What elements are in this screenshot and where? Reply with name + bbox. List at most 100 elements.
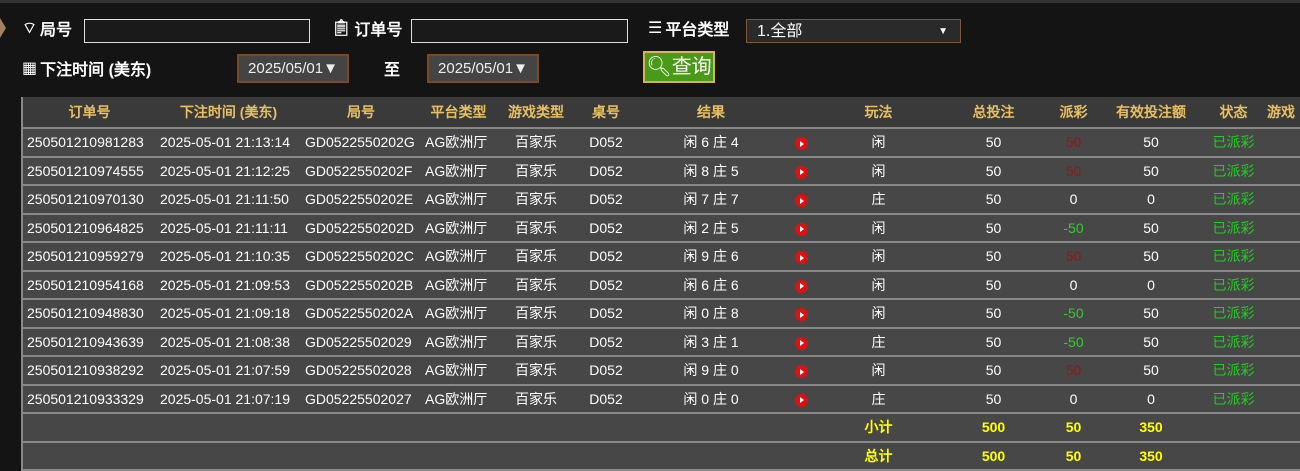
cell: 50	[1046, 242, 1101, 272]
platform-select[interactable]: 1.全部 ▼	[746, 19, 961, 43]
query-button[interactable]: 🔍︎查询	[643, 51, 715, 83]
date-from-picker[interactable]: 2025/05/01▼	[237, 54, 349, 83]
grand_total-row: 总计 500 50 350	[22, 441, 1300, 471]
cell: 已派彩	[1201, 242, 1266, 272]
cell: AG欧洲厅	[421, 299, 496, 329]
video-replay-button[interactable]	[786, 156, 816, 186]
video-replay-button[interactable]	[786, 356, 816, 386]
cell: 250501210974555	[22, 156, 156, 186]
cell: 总计	[816, 441, 941, 471]
cell	[156, 413, 301, 443]
cell: 2025-05-01 21:13:14	[156, 128, 301, 158]
cell: 50	[941, 242, 1046, 272]
cell: 闲 9 庄 6	[636, 242, 786, 272]
play-icon[interactable]	[794, 308, 808, 322]
cell	[496, 413, 576, 443]
cell: GD05225502027	[301, 384, 421, 414]
video-replay-button[interactable]	[786, 270, 816, 300]
date-to-picker[interactable]: 2025/05/01▼	[427, 54, 539, 83]
video-replay-button[interactable]	[786, 384, 816, 414]
cell	[421, 413, 496, 443]
cell: 50	[1101, 356, 1201, 386]
column-header: 订单号	[22, 97, 156, 129]
cell: 50	[1101, 213, 1201, 243]
tag-icon: ⌔	[22, 20, 38, 37]
cell: 50	[1046, 128, 1101, 158]
play-icon[interactable]	[794, 194, 808, 208]
cell: 2025-05-01 21:09:18	[156, 299, 301, 329]
cell: 百家乐	[496, 270, 576, 300]
video-replay-button[interactable]	[786, 213, 816, 243]
cell: 百家乐	[496, 128, 576, 158]
cell	[22, 441, 156, 471]
sidebar-toggle-arrow[interactable]	[0, 18, 6, 38]
cell	[786, 441, 816, 471]
cell: 2025-05-01 21:11:50	[156, 185, 301, 215]
cell: 50	[1046, 356, 1101, 386]
table-row: 250501210943639 2025-05-01 21:08:38 GD0522…	[22, 327, 1300, 357]
cell	[1201, 441, 1266, 471]
play-icon[interactable]	[794, 393, 808, 407]
cell	[22, 413, 156, 443]
cell: 百家乐	[496, 327, 576, 357]
cell	[1266, 270, 1300, 300]
cell: 50	[941, 270, 1046, 300]
video-replay-button[interactable]	[786, 185, 816, 215]
cell: 闲 6 庄 6	[636, 270, 786, 300]
cell: 500	[941, 413, 1046, 443]
cell: AG欧洲厅	[421, 356, 496, 386]
play-icon[interactable]	[794, 165, 808, 179]
play-icon[interactable]	[794, 336, 808, 350]
cell: D052	[576, 356, 636, 386]
column-header: 桌号	[576, 97, 636, 129]
cell: 0	[1046, 270, 1101, 300]
cell: GD0522550202A	[301, 299, 421, 329]
cell: 闲 8 庄 5	[636, 156, 786, 186]
cell: 闲	[816, 213, 941, 243]
video-replay-button[interactable]	[786, 299, 816, 329]
video-replay-button[interactable]	[786, 242, 816, 272]
play-icon[interactable]	[794, 279, 808, 293]
cell: 百家乐	[496, 185, 576, 215]
order-input[interactable]	[411, 19, 628, 43]
video-replay-button[interactable]	[786, 327, 816, 357]
round-input[interactable]	[84, 19, 310, 43]
cell: AG欧洲厅	[421, 156, 496, 186]
cell: 0	[1101, 270, 1201, 300]
column-header	[786, 97, 816, 129]
cell: 已派彩	[1201, 128, 1266, 158]
cell: 百家乐	[496, 156, 576, 186]
play-icon[interactable]	[794, 251, 808, 265]
column-header: 局号	[301, 97, 421, 129]
cell: GD0522550202D	[301, 213, 421, 243]
cell: AG欧洲厅	[421, 384, 496, 414]
cell: 闲 0 庄 0	[636, 384, 786, 414]
column-header: 总投注	[941, 97, 1046, 129]
column-header: 结果	[636, 97, 786, 129]
cell	[1266, 299, 1300, 329]
cell: D052	[576, 213, 636, 243]
cell: D052	[576, 128, 636, 158]
play-icon[interactable]	[794, 137, 808, 151]
cell: 闲 2 庄 5	[636, 213, 786, 243]
cell: GD05225502029	[301, 327, 421, 357]
cell	[1266, 156, 1300, 186]
cell: 0	[1101, 384, 1201, 414]
bet-records-table: 订单号 下注时间 (美东) 局号 平台类型 游戏类型 桌号 结果 玩法 总投注 派彩 有效投注额 状态…	[21, 97, 1300, 471]
cell: 50	[941, 384, 1046, 414]
cell: 闲	[816, 156, 941, 186]
cell: D052	[576, 242, 636, 272]
play-icon[interactable]	[794, 365, 808, 379]
cell	[1266, 441, 1300, 471]
video-replay-button[interactable]	[786, 128, 816, 158]
cell	[1266, 327, 1300, 357]
play-icon[interactable]	[794, 222, 808, 236]
cell: D052	[576, 327, 636, 357]
cell: AG欧洲厅	[421, 185, 496, 215]
cell: 2025-05-01 21:09:53	[156, 270, 301, 300]
cell	[1266, 413, 1300, 443]
cell	[421, 441, 496, 471]
cell: AG欧洲厅	[421, 213, 496, 243]
cell: 百家乐	[496, 299, 576, 329]
cell: 250501210933329	[22, 384, 156, 414]
